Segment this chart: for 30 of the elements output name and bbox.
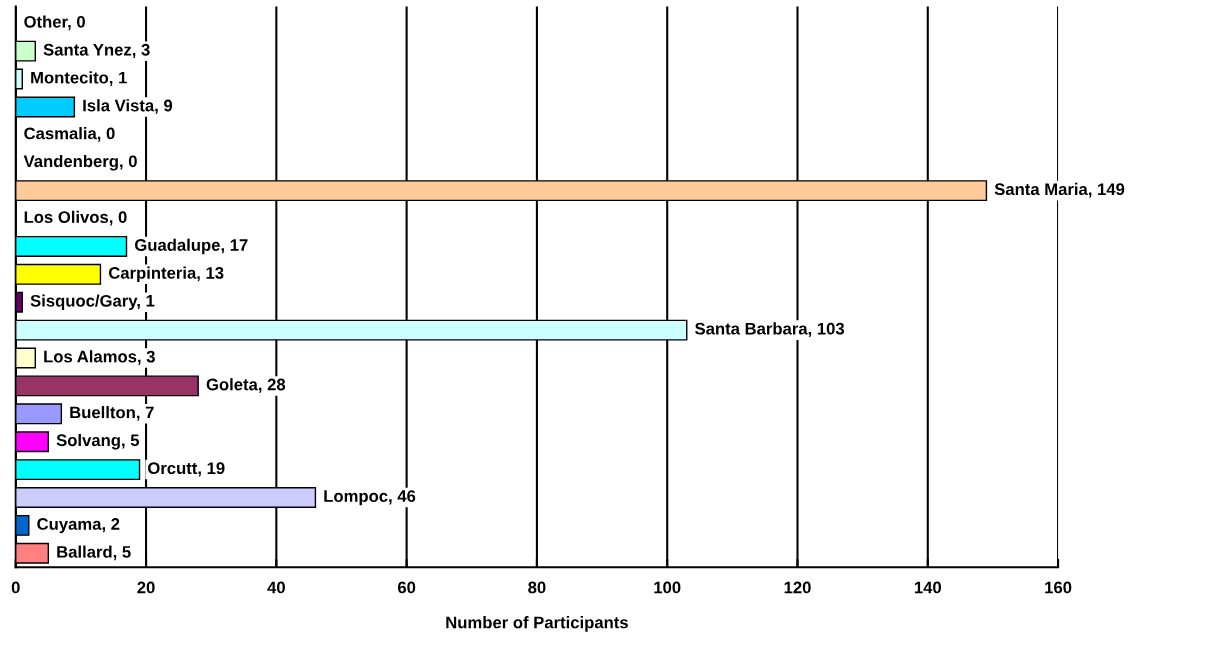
x-tick-label: 0 <box>11 581 20 594</box>
x-tick-label: 100 <box>654 581 681 594</box>
x-tick-label: 40 <box>267 581 285 594</box>
data-label: Orcutt, 19 <box>148 462 225 477</box>
data-label: Montecito, 1 <box>31 71 127 86</box>
data-label: Los Alamos, 3 <box>44 350 155 365</box>
x-tick-label: 20 <box>137 581 155 594</box>
data-label: Cuyama, 2 <box>37 518 120 534</box>
x-tick-label: 120 <box>784 581 811 594</box>
data-label: Lompoc, 46 <box>324 490 416 506</box>
data-label: Santa Maria, 149 <box>994 182 1125 198</box>
x-tick-label: 80 <box>528 581 546 594</box>
data-label: Vandenberg, 0 <box>23 154 137 171</box>
x-tick-label: 160 <box>1045 581 1072 594</box>
data-label: Other, 0 <box>24 15 85 31</box>
data-label: Goleta, 28 <box>206 378 286 393</box>
data-label: Buellton, 7 <box>70 406 154 421</box>
data-label: Ballard, 5 <box>57 545 131 561</box>
x-axis-title: Number of Participants <box>446 616 628 632</box>
x-tick-label: 60 <box>397 581 416 594</box>
data-label: Sisquoc/Gary, 1 <box>30 294 155 310</box>
data-label: Los Olivos, 0 <box>24 210 127 226</box>
data-label: Isla Vista, 9 <box>83 99 173 114</box>
data-label: Casmalia, 0 <box>24 127 115 142</box>
x-tick-label: 140 <box>914 581 942 594</box>
data-label: Carpinteria, 13 <box>108 266 224 283</box>
data-label: Solvang, 5 <box>56 433 140 450</box>
data-label: Guadalupe, 17 <box>135 238 248 255</box>
data-label: Santa Ynez, 3 <box>43 43 150 59</box>
data-label: Santa Barbara, 103 <box>695 322 845 338</box>
